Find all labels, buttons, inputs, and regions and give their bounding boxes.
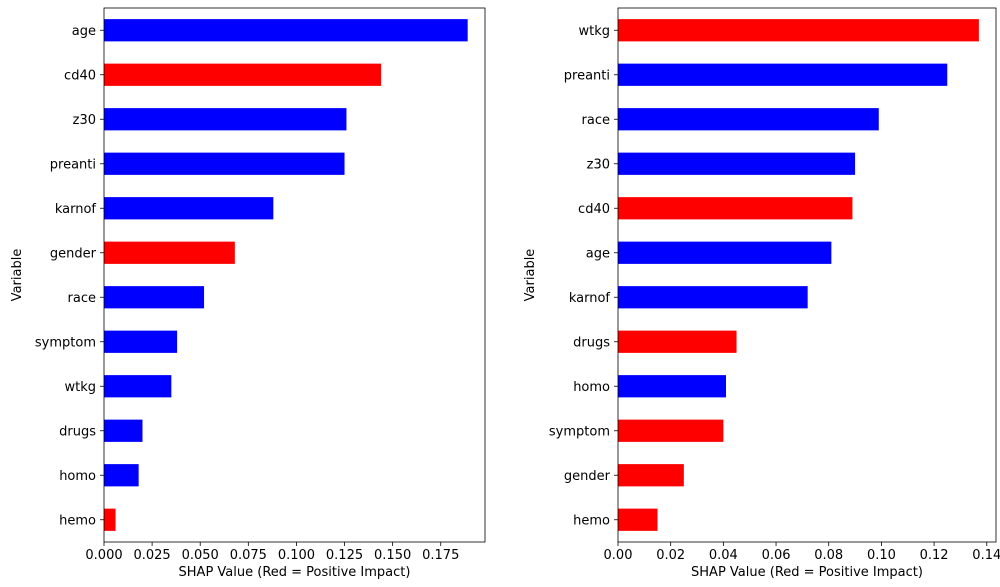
left-chart: age cd40 z30 preanti karnof gender race symptom…: [10, 7, 486, 580]
left-ytick-label: gender: [50, 246, 97, 261]
right-bar-symptom: [618, 419, 724, 442]
right-ytick-label: drugs: [573, 335, 610, 350]
left-bar-homo: [104, 464, 139, 487]
left-bar-preanti: [104, 152, 345, 175]
left-x-axis-label: SHAP Value (Red = Positive Impact): [179, 565, 411, 580]
left-bar-wtkg: [104, 375, 172, 398]
left-ytick-label: cd40: [64, 68, 96, 83]
right-bar-karnof: [618, 286, 808, 309]
left-bar-karnof: [104, 197, 274, 220]
left-xtick-label: 0.000: [85, 548, 122, 563]
right-ytick-label: symptom: [549, 424, 610, 439]
left-bar-cd40: [104, 63, 382, 86]
right-xtick-label: 0.00: [604, 548, 633, 563]
left-xtick-label: 0.025: [133, 548, 170, 563]
right-bar-drugs: [618, 330, 737, 353]
left-ytick-label: age: [72, 24, 96, 39]
left-axes-frame: [103, 7, 486, 543]
left-xtick-label: 0.125: [326, 548, 363, 563]
left-ytick-label: symptom: [35, 335, 96, 350]
left-ytick-label: drugs: [59, 424, 96, 439]
right-bar-homo: [618, 375, 726, 398]
right-ytick-label: hemo: [573, 513, 610, 528]
left-bar-age: [104, 19, 468, 42]
right-ytick-label: homo: [573, 380, 610, 395]
right-bar-z30: [618, 152, 856, 175]
right-ytick-label: preanti: [564, 68, 610, 83]
right-axes-frame: [617, 7, 997, 543]
right-xtick-label: 0.04: [709, 548, 738, 563]
left-xtick-label: 0.050: [182, 548, 219, 563]
left-bar-gender: [104, 241, 235, 264]
left-bar-symptom: [104, 330, 178, 353]
right-xtick-label: 0.08: [814, 548, 843, 563]
left-bar-z30: [104, 108, 347, 131]
right-chart: wtkg preanti race z30 cd40 age karnof drugs homo…: [523, 7, 1000, 580]
right-ytick-label: gender: [564, 469, 611, 484]
right-xtick-label: 0.06: [762, 548, 791, 563]
right-ytick-label: z30: [587, 157, 610, 172]
right-bar-age: [618, 241, 832, 264]
right-bar-gender: [618, 464, 684, 487]
left-ytick-label: hemo: [59, 513, 96, 528]
right-ytick-label: race: [582, 113, 610, 128]
left-y-axis-label: Variable: [10, 249, 25, 302]
left-xtick-label: 0.150: [374, 548, 411, 563]
right-ytick-label: wtkg: [578, 24, 610, 39]
right-ytick-label: age: [586, 246, 610, 261]
right-bar-wtkg: [618, 19, 979, 42]
left-bar-hemo: [104, 508, 116, 531]
left-bar-drugs: [104, 419, 143, 442]
left-ytick-label: race: [68, 291, 96, 306]
right-bar-cd40: [618, 197, 853, 220]
left-ytick-label: preanti: [50, 157, 96, 172]
right-bar-race: [618, 108, 879, 131]
right-bar-hemo: [618, 508, 658, 531]
right-xtick-label: 0.14: [972, 548, 1000, 563]
right-xtick-label: 0.12: [920, 548, 949, 563]
left-xtick-label: 0.075: [230, 548, 267, 563]
right-y-axis-label: Variable: [523, 249, 538, 302]
left-xtick-label: 0.175: [422, 548, 459, 563]
right-x-axis-label: SHAP Value (Red = Positive Impact): [691, 565, 923, 580]
right-xtick-label: 0.02: [656, 548, 685, 563]
right-ytick-label: karnof: [569, 291, 611, 306]
left-ytick-label: homo: [59, 469, 96, 484]
left-xtick-label: 0.100: [278, 548, 315, 563]
left-bar-race: [104, 286, 205, 309]
left-ytick-label: z30: [73, 113, 96, 128]
right-xtick-label: 0.10: [867, 548, 896, 563]
left-ytick-label: wtkg: [64, 380, 96, 395]
right-ytick-label: cd40: [578, 202, 610, 217]
left-ytick-label: karnof: [55, 202, 97, 217]
right-bar-preanti: [618, 63, 948, 86]
